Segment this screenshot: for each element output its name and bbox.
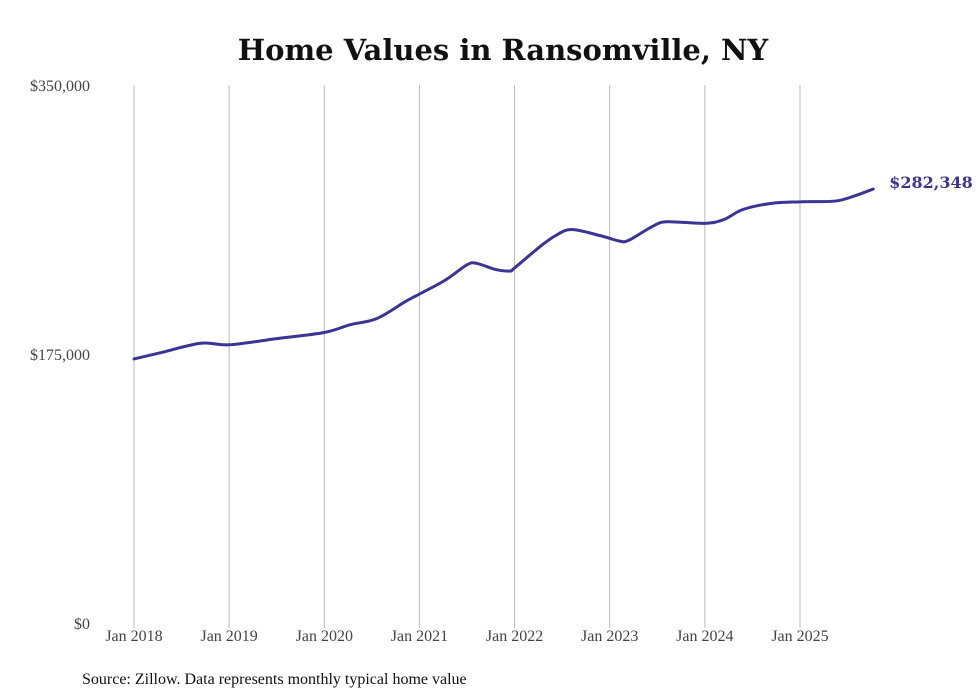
source-note: Source: Zillow. Data represents monthly … (82, 671, 467, 688)
x-tick-label: Jan 2018 (105, 628, 162, 645)
x-tick-label: Jan 2019 (200, 628, 257, 645)
y-tick-label: $175,000 (30, 347, 90, 364)
series-line (132, 187, 875, 361)
y-tick-label: $0 (74, 616, 90, 633)
x-tick-label: Jan 2023 (581, 628, 638, 645)
x-tick-label: Jan 2025 (771, 628, 828, 645)
x-tick-label: Jan 2024 (676, 628, 733, 645)
x-tick-label: Jan 2020 (296, 628, 353, 645)
x-tick-label: Jan 2022 (486, 628, 543, 645)
x-tick-label: Jan 2021 (391, 628, 448, 645)
end-value-label: $282,348 (889, 173, 973, 192)
chart-title: Home Values in Ransomville, NY (238, 33, 769, 67)
y-tick-label: $350,000 (30, 78, 90, 95)
